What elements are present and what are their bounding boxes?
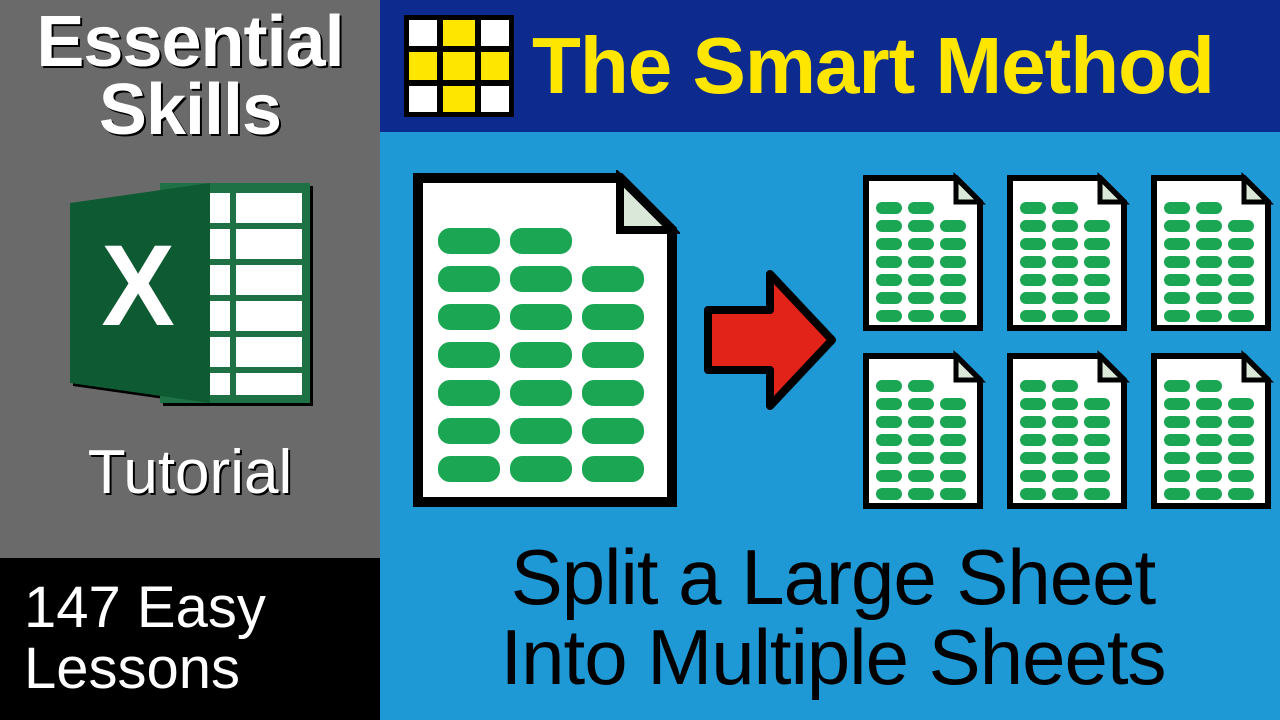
subtitle-line-1: Split a Large Sheet (410, 538, 1256, 618)
small-sheet-icon (1148, 350, 1274, 512)
sidebar-bottom: 147 Easy Lessons (0, 558, 380, 720)
large-sheet-icon (410, 170, 680, 515)
header-bar: The Smart Method (380, 0, 1280, 132)
heading-line-1: Essential (36, 8, 343, 76)
small-sheet-icon (860, 350, 986, 512)
header-title: The Smart Method (532, 20, 1214, 112)
content-area: Split a Large Sheet Into Multiple Sheets (380, 132, 1280, 720)
svg-text:X: X (101, 221, 174, 350)
lessons-line-1: 147 Easy (24, 578, 380, 639)
heading-line-2: Skills (36, 76, 343, 144)
subtitle: Split a Large Sheet Into Multiple Sheets (410, 538, 1256, 697)
small-sheets-grid (860, 172, 1274, 512)
small-sheet-icon (1148, 172, 1274, 334)
grid-logo-icon (404, 15, 514, 117)
small-sheet-icon (860, 172, 986, 334)
arrow-icon (700, 260, 840, 425)
main-area: The Smart Method (380, 0, 1280, 720)
sidebar-top: Essential Skills X Tutorial (0, 0, 380, 558)
sidebar: Essential Skills X Tutorial 147 Easy (0, 0, 380, 720)
graphic-row (410, 152, 1256, 532)
lesson-count: 147 Easy Lessons (0, 578, 380, 700)
sidebar-heading: Essential Skills (36, 8, 343, 145)
subtitle-line-2: Into Multiple Sheets (410, 618, 1256, 698)
lessons-line-2: Lessons (24, 639, 380, 700)
small-sheet-icon (1004, 350, 1130, 512)
excel-icon: X (60, 173, 320, 413)
small-sheet-icon (1004, 172, 1130, 334)
tutorial-label: Tutorial (88, 437, 292, 508)
